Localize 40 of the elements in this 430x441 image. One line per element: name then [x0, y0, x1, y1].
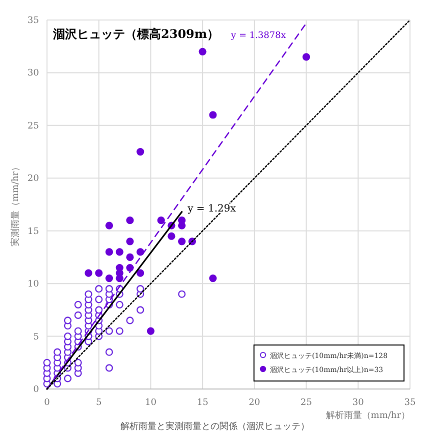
point	[209, 274, 217, 282]
point	[209, 111, 217, 119]
point	[105, 274, 114, 282]
point	[302, 53, 310, 61]
x-tick-label: 15	[196, 398, 209, 408]
y-tick-label: 10	[28, 280, 40, 290]
point	[126, 216, 134, 224]
y-axis-title: 実測雨量（mm/hr）	[10, 162, 21, 247]
point	[84, 269, 92, 277]
y-tick-label: 0	[33, 385, 40, 395]
point	[126, 238, 134, 246]
x-tick-label: 25	[300, 398, 312, 408]
y-tick-label: 20	[28, 174, 40, 184]
point	[168, 232, 176, 240]
point	[146, 327, 155, 335]
x-tick-label: 10	[144, 398, 157, 408]
point	[105, 248, 114, 256]
text: 涸沢ヒュッテ（標高2309m）	[52, 27, 220, 41]
point	[157, 216, 165, 224]
point	[198, 48, 206, 56]
point	[126, 253, 134, 262]
y-tick-label: 5	[33, 332, 40, 342]
point	[116, 248, 124, 256]
point	[95, 269, 103, 277]
annotation: y = 1.3878x	[230, 31, 286, 41]
point	[105, 222, 114, 230]
x-tick-label: 35	[404, 398, 416, 408]
point	[136, 269, 144, 277]
y-tick-label: 30	[28, 68, 40, 79]
point	[178, 238, 186, 246]
text: 解析雨量と実測雨量との関係（涸沢ヒュッテ）	[120, 421, 310, 432]
y-tick-label: 25	[28, 121, 40, 132]
x-tick-label: 5	[96, 398, 102, 408]
point	[136, 148, 144, 156]
x-tick-label: 0	[44, 398, 50, 408]
y-tick-label: 15	[28, 226, 40, 237]
x-tick-label: 30	[352, 398, 364, 408]
x-axis-title: 解析雨量（mm/hr）	[326, 410, 410, 421]
y-tick-label: 35	[28, 16, 40, 26]
x-tick-label: 20	[248, 398, 260, 408]
